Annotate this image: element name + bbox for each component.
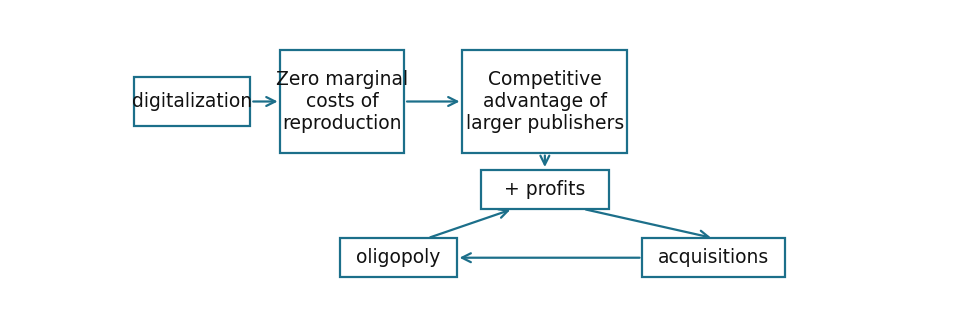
FancyBboxPatch shape: [341, 238, 457, 277]
FancyBboxPatch shape: [463, 50, 627, 153]
FancyBboxPatch shape: [135, 77, 251, 126]
Text: digitalization: digitalization: [133, 92, 253, 111]
Text: Zero marginal
costs of
reproduction: Zero marginal costs of reproduction: [276, 70, 408, 133]
Text: oligopoly: oligopoly: [356, 248, 440, 267]
Text: + profits: + profits: [504, 180, 586, 199]
FancyBboxPatch shape: [481, 170, 609, 209]
Text: acquisitions: acquisitions: [658, 248, 770, 267]
Text: Competitive
advantage of
larger publishers: Competitive advantage of larger publishe…: [466, 70, 624, 133]
FancyBboxPatch shape: [643, 238, 785, 277]
FancyBboxPatch shape: [281, 50, 405, 153]
